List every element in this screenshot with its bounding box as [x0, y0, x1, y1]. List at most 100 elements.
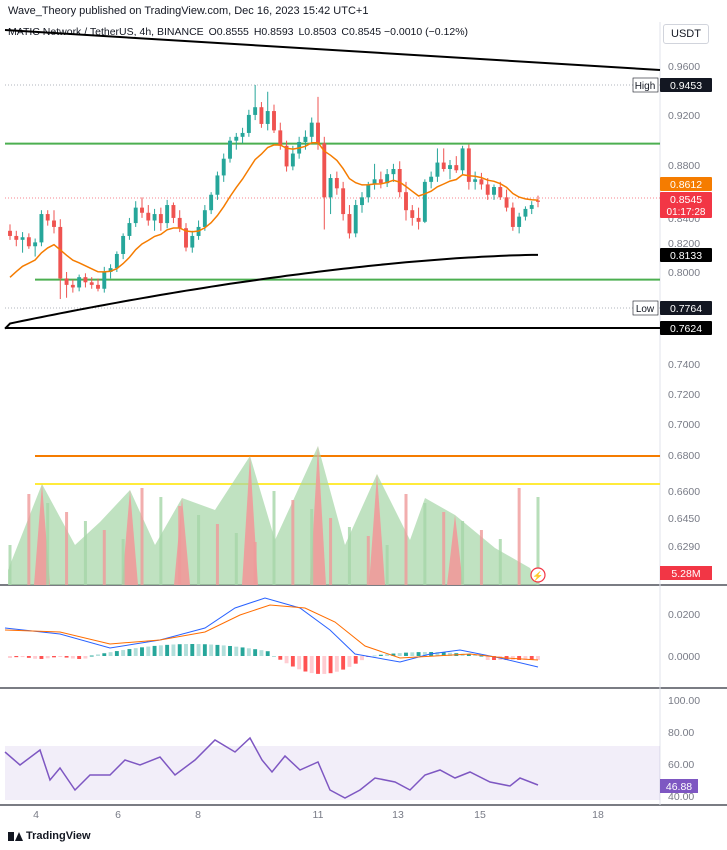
macd-histogram-bar [473, 654, 478, 656]
candle [504, 189, 509, 212]
candle-body [26, 237, 31, 247]
price-tick-label: 0.6290 [668, 541, 700, 553]
candle-body [517, 216, 522, 227]
ema200-value-badge [660, 248, 712, 262]
candle [328, 174, 333, 215]
chart-header: Wave_Theory published on TradingView.com… [0, 0, 727, 22]
candle [517, 212, 522, 234]
high-value-box [660, 78, 712, 92]
brand-label: TradingView [26, 830, 91, 842]
candle [133, 201, 138, 227]
candle [466, 144, 471, 190]
candle-body [454, 165, 459, 171]
candle-body [209, 194, 214, 211]
candle [353, 199, 358, 238]
candle [158, 207, 163, 231]
macd-histogram-bar [378, 654, 383, 656]
macd-histogram-bar [517, 656, 522, 660]
candle [83, 273, 88, 288]
rsi-badge-text: 46.88 [666, 781, 692, 793]
candle [140, 197, 144, 218]
macd-histogram-bar [165, 644, 170, 656]
candle-body [45, 214, 50, 221]
candle-body [334, 178, 339, 189]
rsi-tick-label: 80.00 [668, 727, 694, 739]
candle [240, 127, 245, 144]
candle-body [322, 143, 327, 198]
close-label: C [341, 26, 349, 38]
candle [272, 104, 276, 133]
candle [45, 210, 50, 226]
volume-bar [291, 500, 295, 585]
ema200-value-text: 0.8133 [670, 250, 702, 262]
volume-badge [660, 566, 712, 580]
macd-histogram-bar [202, 644, 207, 656]
candle [385, 169, 390, 188]
symbol-name[interactable]: MATIC Network / TetherUS, 4h, BINANCE [8, 26, 204, 38]
macd-histogram-bar [316, 656, 320, 674]
macd-signal-line [4, 604, 539, 661]
macd-histogram-bar [152, 645, 157, 656]
candle-body [158, 214, 163, 224]
time-tick-label: 11 [313, 809, 324, 821]
candle [26, 233, 31, 249]
candle-body [360, 197, 364, 206]
candle [8, 224, 12, 240]
candle-body [328, 178, 333, 198]
macd-histogram-bar [14, 656, 19, 658]
volume-bar [479, 530, 483, 585]
macd-histogram-bar [240, 647, 245, 656]
candle-body [485, 184, 490, 195]
high-label-text: High [635, 81, 656, 92]
price-tick-label: 0.7000 [668, 419, 700, 431]
high-value: 0.8593 [261, 26, 294, 38]
macd-histogram-bar [70, 656, 75, 659]
candle [253, 84, 258, 121]
alert-bolt-icon: ⚡ [532, 570, 543, 582]
candle-body [272, 111, 276, 131]
price-tick-label: 0.6600 [668, 486, 700, 498]
currency-button[interactable]: USDT [663, 24, 709, 44]
macd-histogram-bar [536, 656, 540, 660]
rsi-badge-box [660, 779, 698, 793]
macd-histogram-bar [127, 649, 132, 656]
volume-bar [65, 512, 69, 585]
candle-body [303, 136, 308, 142]
ema50-value-badge [660, 177, 712, 191]
macd-histogram-bar [422, 652, 427, 656]
candle-body [8, 230, 12, 236]
candle [448, 159, 452, 180]
macd-histogram-bar [96, 654, 100, 656]
volume-bar [83, 521, 87, 585]
volume-spike-red [369, 474, 385, 585]
volume-spike-red [174, 498, 190, 585]
volume-spike-red [122, 490, 138, 585]
macd-histogram-bar [215, 644, 220, 656]
last-price-timer-text: 01:17:28 [667, 207, 706, 218]
upper-trendline [4, 29, 661, 71]
candle [441, 148, 446, 172]
volume-bar [140, 488, 144, 585]
candle [165, 199, 170, 229]
candle [422, 179, 427, 224]
price-tick-label: 0.6800 [668, 450, 700, 462]
macd-histogram-bar [177, 644, 182, 656]
macd-histogram-bar [416, 652, 421, 656]
time-tick-label: 4 [33, 809, 39, 821]
macd-histogram-bar [121, 650, 126, 656]
macd-histogram-bar [20, 656, 25, 658]
rsi-badge [660, 779, 698, 793]
candle-body [378, 179, 383, 184]
candle-body [20, 237, 25, 240]
candle [290, 145, 295, 171]
last-price-value-box [660, 192, 712, 218]
volume-bar [461, 521, 465, 585]
candle-body [146, 212, 151, 221]
candle-body [466, 148, 471, 182]
candle [523, 206, 528, 221]
candle-body [435, 162, 440, 177]
candle-body [479, 179, 484, 185]
candle-body [77, 277, 82, 288]
low-value-box [660, 301, 712, 315]
